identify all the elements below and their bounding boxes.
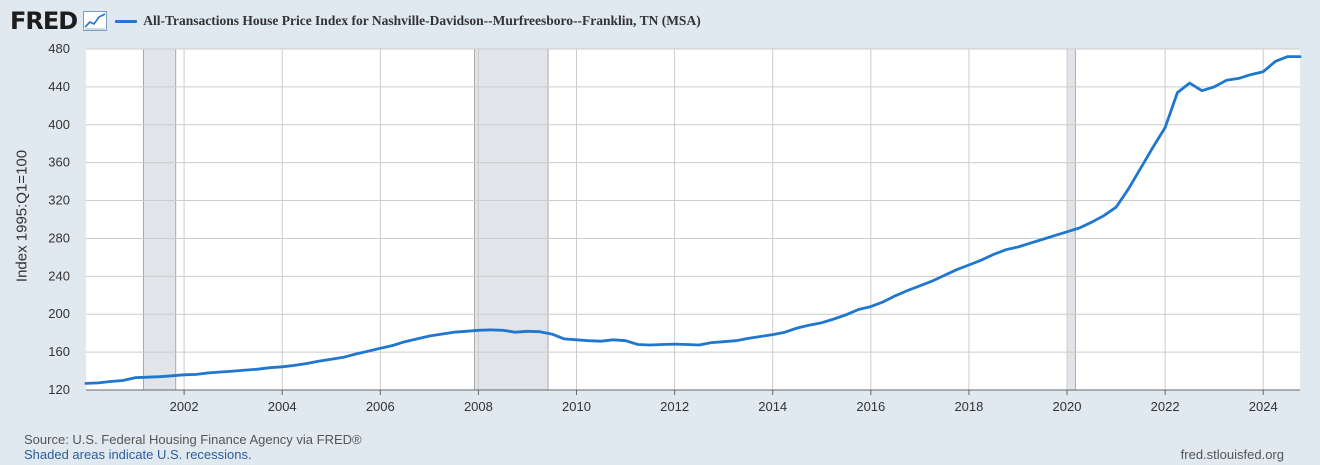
x-tick-label: 2020 [1053, 399, 1082, 414]
y-tick-label: 320 [48, 193, 70, 208]
y-tick-label: 440 [48, 79, 70, 94]
line-chart-icon [83, 11, 108, 31]
x-tick-label: 2018 [954, 399, 983, 414]
x-tick-label: 2014 [758, 399, 787, 414]
y-tick-label: 400 [48, 117, 70, 132]
fred-logo[interactable]: FRED [10, 7, 78, 35]
y-tick-label: 240 [48, 268, 70, 283]
x-tick-label: 2024 [1249, 399, 1278, 414]
y-tick-label: 120 [48, 382, 70, 397]
recession-band [474, 49, 549, 390]
x-tick-label: 2006 [366, 399, 395, 414]
chart-header: FRED All-Transactions House Price Index … [10, 6, 701, 36]
legend-swatch [115, 19, 138, 23]
series-line [84, 55, 1302, 385]
x-tick-label: 2002 [170, 399, 199, 414]
y-tick-label: 360 [48, 155, 70, 170]
x-tick-label: 2004 [268, 399, 297, 414]
y-tick-label: 480 [48, 41, 70, 56]
y-tick-label: 280 [48, 230, 70, 245]
recession-note: Shaded areas indicate U.S. recessions. [24, 447, 252, 462]
x-tick-label: 2022 [1151, 399, 1180, 414]
x-tick-label: 2010 [562, 399, 591, 414]
legend-series-label[interactable]: All-Transactions House Price Index for N… [143, 13, 701, 28]
y-tick-label: 160 [48, 344, 70, 359]
source-note: Source: U.S. Federal Housing Finance Age… [24, 432, 362, 447]
x-tick-label: 2012 [660, 399, 689, 414]
x-tick-label: 2016 [856, 399, 885, 414]
plot-area [86, 49, 1300, 390]
fred-url-link[interactable]: fred.stlouisfed.org [1180, 447, 1284, 462]
recession-band [1067, 49, 1076, 390]
recession-band [143, 49, 176, 390]
y-tick-label: 200 [48, 306, 70, 321]
x-tick-label: 2008 [464, 399, 493, 414]
